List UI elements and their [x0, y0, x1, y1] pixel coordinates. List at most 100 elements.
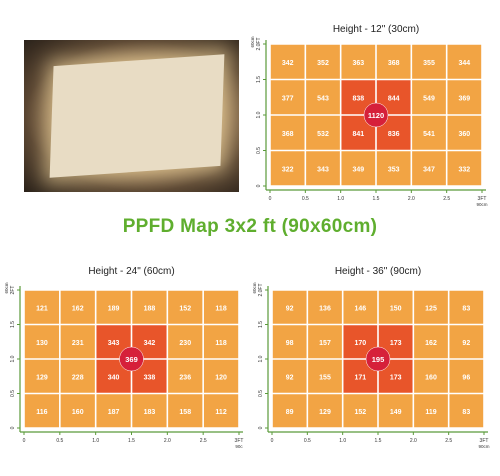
x-tick-label: 1.0 [337, 196, 344, 202]
cell-value: 338 [144, 374, 156, 381]
cell-value: 92 [286, 374, 294, 381]
hotspot-value: 195 [372, 355, 385, 364]
cell-value: 368 [282, 131, 294, 138]
cell-value: 173 [390, 340, 402, 347]
cell-value: 541 [423, 131, 435, 138]
x-tick-label: 0 [271, 438, 274, 444]
hotspot-circle [365, 346, 391, 372]
cell-value: 343 [108, 340, 120, 347]
x-tick-label: 2.5 [443, 196, 450, 202]
x-tick-label: 2.0 [410, 438, 417, 444]
cell-value: 170 [354, 340, 366, 347]
cell-value: 236 [179, 374, 191, 381]
x-tick-label: 2.0 [164, 438, 171, 444]
cell-value: 841 [352, 131, 364, 138]
cell-value: 368 [388, 60, 400, 67]
cell-value: 157 [319, 340, 331, 347]
cell-value: 120 [215, 374, 227, 381]
cell-value: 342 [282, 60, 294, 67]
y-tick-label: 0 [258, 426, 264, 429]
cell-value: 352 [317, 60, 329, 67]
cell-value: 230 [179, 340, 191, 347]
y-tick-label: 2FT [10, 286, 16, 295]
y-tick-label: 1.0 [256, 111, 262, 118]
y-tick-label: 1.0 [10, 355, 16, 362]
cell-value: 344 [458, 60, 470, 67]
y-tick-label: 1.5 [258, 321, 264, 328]
cell-value: 152 [354, 409, 366, 416]
y-tick-label: 1.5 [256, 76, 262, 83]
hotspot-circle [119, 346, 144, 372]
cell-value: 332 [458, 166, 470, 173]
cell-value: 355 [423, 60, 435, 67]
hotspot-circle [363, 102, 389, 128]
cell-value: 155 [319, 374, 331, 381]
y-unit-label: 60cm [4, 282, 9, 293]
cell-value: 173 [390, 374, 402, 381]
cell-value: 146 [354, 305, 366, 312]
y-tick-label: 0 [10, 426, 16, 429]
panel-title-12in: Height - 12" (30cm) [332, 24, 420, 35]
x-tick-label: 1.0 [339, 438, 346, 444]
cell-value: 340 [108, 374, 120, 381]
panel-title-36in: Height - 36" (90cm) [334, 266, 422, 277]
cell-value: 150 [390, 305, 402, 312]
cell-value: 160 [72, 409, 84, 416]
x-unit-label: 90c [235, 444, 243, 449]
y-tick-label: 0.5 [10, 390, 16, 397]
x-tick-label: 0.5 [304, 438, 311, 444]
cell-value: 162 [425, 340, 437, 347]
cell-value: 160 [425, 374, 437, 381]
x-tick-label: 0 [269, 196, 272, 202]
cell-value: 118 [215, 340, 226, 347]
x-tick-label: 1.0 [92, 438, 99, 444]
y-tick-label: 2.0FT [258, 283, 264, 296]
x-unit-label: 90cm [476, 202, 487, 207]
panel-title-24in: Height - 24" (60cm) [88, 266, 175, 277]
cell-value: 92 [286, 305, 294, 312]
x-tick-label: 2.5 [445, 438, 452, 444]
cell-value: 377 [282, 95, 294, 102]
cell-value: 183 [144, 409, 156, 416]
cell-value: 83 [462, 409, 470, 416]
cell-value: 838 [352, 95, 364, 102]
cell-value: 149 [390, 409, 402, 416]
cell-value: 162 [72, 305, 84, 312]
y-tick-label: 1.5 [10, 321, 16, 328]
x-tick-label: 2.5 [200, 438, 207, 444]
led-grow-light-photo [24, 40, 239, 192]
y-tick-label: 0.5 [256, 147, 262, 154]
x-tick-label: 0.5 [302, 196, 309, 202]
hotspot-value: 369 [125, 355, 138, 364]
cell-value: 342 [144, 340, 156, 347]
cell-value: 116 [36, 409, 47, 416]
x-tick-label: 0 [23, 438, 26, 444]
x-tick-label: 2.0 [408, 196, 415, 202]
x-unit-label: 90cm [478, 444, 489, 449]
cell-value: 231 [72, 340, 84, 347]
cell-value: 353 [388, 166, 400, 173]
x-tick-label: 1.5 [373, 196, 380, 202]
cell-value: 136 [319, 305, 331, 312]
cell-value: 119 [425, 409, 436, 416]
cell-value: 152 [179, 305, 191, 312]
cell-value: 129 [36, 374, 48, 381]
cell-value: 188 [144, 305, 156, 312]
cell-value: 369 [458, 95, 470, 102]
y-tick-label: 1.0 [258, 355, 264, 362]
x-tick-label: 1.5 [128, 438, 135, 444]
y-tick-label: 0 [256, 184, 262, 187]
cell-value: 158 [179, 409, 191, 416]
y-tick-label: 2.0FT [256, 37, 262, 50]
cell-value: 129 [319, 409, 331, 416]
cell-value: 189 [108, 305, 120, 312]
cell-value: 98 [286, 340, 294, 347]
cell-value: 112 [215, 409, 226, 416]
cell-value: 125 [425, 305, 437, 312]
cell-value: 121 [36, 305, 48, 312]
cell-value: 118 [215, 305, 226, 312]
cell-value: 549 [423, 95, 435, 102]
cell-value: 96 [462, 374, 470, 381]
x-tick-label: 3FT [480, 438, 489, 444]
